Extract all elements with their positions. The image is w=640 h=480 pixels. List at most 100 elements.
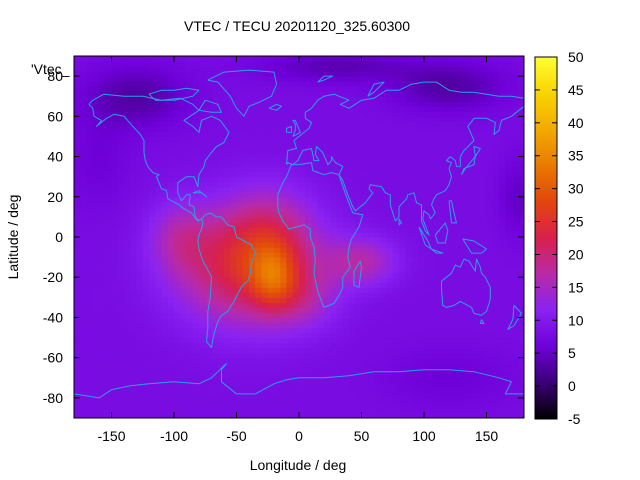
heatmap-cell <box>305 317 313 324</box>
heatmap-cell <box>92 307 100 314</box>
heatmap-cell <box>249 382 256 389</box>
heatmap-cell <box>436 317 444 324</box>
heatmap-cell <box>224 277 231 283</box>
heatmap-cell <box>299 151 306 158</box>
heatmap-cell <box>224 237 231 243</box>
heatmap-cell <box>374 407 381 414</box>
heatmap-cell <box>392 372 400 379</box>
heatmap-cell <box>399 322 406 329</box>
heatmap-cell <box>111 247 119 253</box>
heatmap-cell <box>367 287 375 293</box>
heatmap-cell <box>367 121 375 127</box>
heatmap-cell <box>124 196 131 203</box>
heatmap-cell <box>292 377 300 384</box>
heatmap-cell <box>405 66 413 72</box>
heatmap-cell <box>192 71 200 77</box>
heatmap-cell <box>236 337 244 344</box>
heatmap-cell <box>186 186 194 193</box>
heatmap-cell <box>324 201 331 208</box>
heatmap-cell <box>492 206 500 213</box>
heatmap-cell <box>349 382 356 389</box>
heatmap-cell <box>374 66 381 72</box>
heatmap-cell <box>211 106 219 112</box>
heatmap-cell <box>286 156 294 163</box>
heatmap-cell <box>417 186 425 193</box>
heatmap-cell <box>149 81 156 87</box>
heatmap-cell <box>342 91 350 97</box>
heatmap-cell <box>124 81 131 87</box>
heatmap-cell <box>367 71 375 77</box>
heatmap-cell <box>186 136 194 143</box>
heatmap-cell <box>130 337 138 344</box>
heatmap-cell <box>449 332 456 339</box>
heatmap-cell <box>424 171 431 178</box>
heatmap-cell <box>236 297 244 303</box>
heatmap-cell <box>211 181 219 188</box>
heatmap-cell <box>480 337 488 344</box>
heatmap-cell <box>330 307 338 314</box>
heatmap-cell <box>199 116 206 122</box>
heatmap-cell <box>199 71 206 77</box>
heatmap-cell <box>130 327 138 334</box>
heatmap-cell <box>330 171 338 178</box>
heatmap-cell <box>499 267 506 273</box>
heatmap-cell <box>330 392 338 399</box>
heatmap-cell <box>361 312 369 319</box>
heatmap-cell <box>174 337 181 344</box>
heatmap-cell <box>499 342 506 349</box>
heatmap-cell <box>199 372 206 379</box>
heatmap-cell <box>361 412 369 418</box>
heatmap-cell <box>361 56 369 62</box>
heatmap-cell <box>317 181 325 188</box>
heatmap-cell <box>392 131 400 138</box>
heatmap-cell <box>261 342 269 349</box>
heatmap-cell <box>461 116 469 122</box>
heatmap-cell <box>149 106 156 112</box>
heatmap-cell <box>305 166 313 173</box>
heatmap-cell <box>211 111 219 117</box>
heatmap-cell <box>274 126 281 133</box>
heatmap-cell <box>224 166 231 173</box>
heatmap-cell <box>392 166 400 173</box>
heatmap-cell <box>505 287 513 293</box>
heatmap-cell <box>261 106 269 112</box>
heatmap-cell <box>455 377 463 384</box>
heatmap-cell <box>436 196 444 203</box>
heatmap-cell <box>461 282 469 288</box>
heatmap-cell <box>380 252 388 258</box>
heatmap-cell <box>242 221 250 228</box>
heatmap-cell <box>149 101 156 107</box>
heatmap-cell <box>211 367 219 374</box>
heatmap-cell <box>149 302 156 308</box>
heatmap-cell <box>424 191 431 198</box>
heatmap-cell <box>336 252 344 258</box>
heatmap-cell <box>74 196 81 203</box>
heatmap-cell <box>486 367 494 374</box>
heatmap-cell <box>180 372 188 379</box>
heatmap-cell <box>317 312 325 319</box>
heatmap-cell <box>74 312 81 319</box>
heatmap-cell <box>330 367 338 374</box>
heatmap-cell <box>436 186 444 193</box>
heatmap-cell <box>311 186 319 193</box>
heatmap-cell <box>80 156 88 163</box>
heatmap-cell <box>330 136 338 143</box>
heatmap-cell <box>392 176 400 183</box>
heatmap-cell <box>449 362 456 369</box>
heatmap-cell <box>455 337 463 344</box>
heatmap-cell <box>186 292 194 298</box>
heatmap-cell <box>199 357 206 364</box>
heatmap-cell <box>205 226 213 233</box>
heatmap-cell <box>317 327 325 334</box>
heatmap-cell <box>442 216 450 223</box>
heatmap-cell <box>111 91 119 97</box>
heatmap-cell <box>199 216 206 223</box>
heatmap-cell <box>124 121 131 127</box>
heatmap-cell <box>236 312 244 319</box>
heatmap-cell <box>205 327 213 334</box>
heatmap-cell <box>480 201 488 208</box>
heatmap-cell <box>336 166 344 173</box>
heatmap-cell <box>355 201 363 208</box>
heatmap-cell <box>386 267 394 273</box>
heatmap-cell <box>149 237 156 243</box>
